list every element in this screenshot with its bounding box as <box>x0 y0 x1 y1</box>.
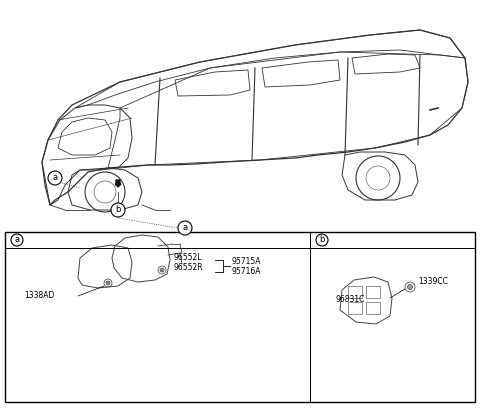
Bar <box>366 302 380 314</box>
Text: 95716A: 95716A <box>232 267 262 276</box>
Text: b: b <box>115 205 120 214</box>
Circle shape <box>178 221 192 235</box>
Circle shape <box>11 234 23 246</box>
Circle shape <box>106 281 110 285</box>
Text: 1338AD: 1338AD <box>24 292 54 301</box>
Bar <box>5 232 475 402</box>
FancyArrow shape <box>115 180 121 187</box>
Text: 96552L: 96552L <box>174 254 203 263</box>
Circle shape <box>48 171 62 185</box>
Text: a: a <box>14 236 20 245</box>
Bar <box>366 286 380 298</box>
Text: 95715A: 95715A <box>232 256 262 265</box>
Text: 96831C: 96831C <box>336 295 365 304</box>
Text: a: a <box>182 223 188 232</box>
Circle shape <box>408 285 412 290</box>
Text: a: a <box>52 173 58 182</box>
Circle shape <box>316 234 328 246</box>
Bar <box>348 302 362 314</box>
Bar <box>348 286 362 298</box>
Text: b: b <box>319 236 324 245</box>
Circle shape <box>160 268 164 272</box>
Text: 1339CC: 1339CC <box>418 277 448 286</box>
Text: 96552R: 96552R <box>174 263 204 272</box>
Circle shape <box>111 203 125 217</box>
